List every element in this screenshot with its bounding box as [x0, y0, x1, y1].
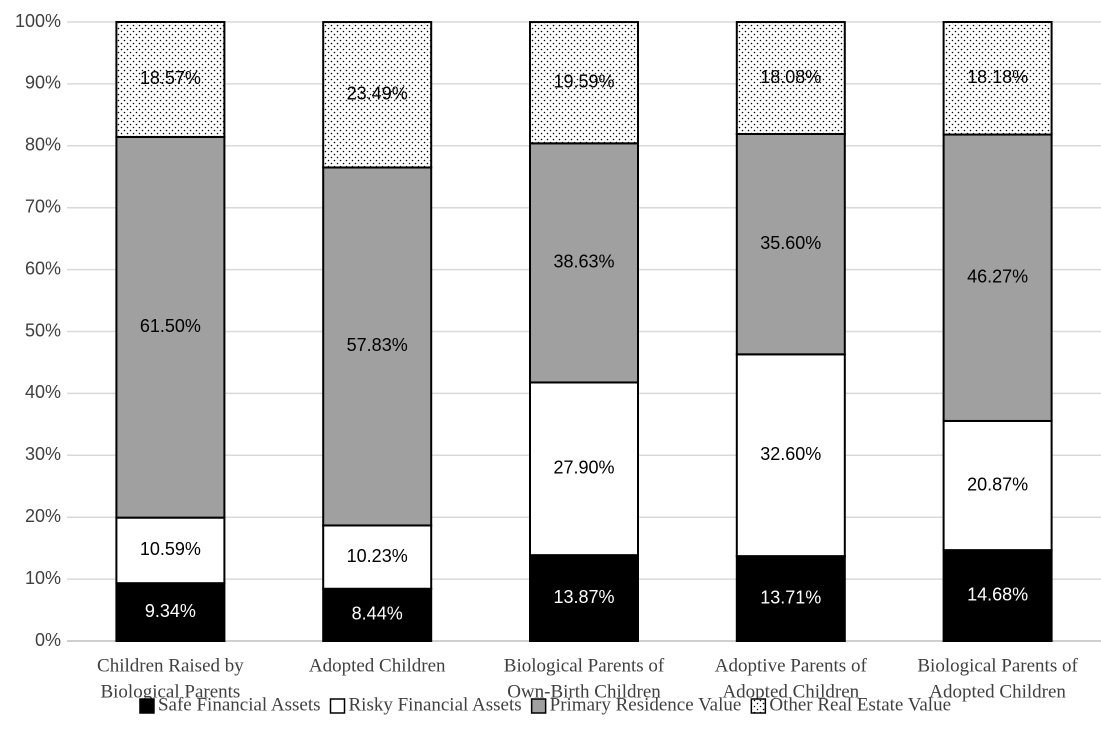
y-tick-label: 50%	[25, 320, 61, 340]
x-tick-label: Own-Birth Children	[507, 681, 661, 702]
data-label: 38.63%	[553, 252, 614, 272]
x-tick-label: Adoptive Parents of	[715, 655, 868, 676]
bar-segment	[529, 381, 639, 557]
bar-segment	[942, 21, 1053, 136]
data-label: 10.59%	[140, 539, 201, 559]
bar-segment	[735, 555, 846, 642]
legend-label: Risky Financial Assets	[349, 694, 522, 715]
bar-segment	[735, 353, 846, 558]
y-tick-label: 30%	[25, 444, 61, 464]
bar-segment	[115, 516, 226, 585]
x-tick-label: Biological Parents of	[504, 655, 665, 676]
bar-segment	[942, 419, 1053, 552]
bar-segment	[942, 133, 1053, 422]
data-label: 61.50%	[140, 316, 201, 336]
data-label: 20.87%	[967, 474, 1028, 494]
data-label: 9.34%	[145, 601, 196, 621]
bar-segment	[322, 524, 433, 590]
y-tick-label: 20%	[25, 506, 61, 526]
data-label: 18.18%	[967, 67, 1028, 87]
bar-segment	[322, 166, 433, 527]
bar-segment	[322, 587, 433, 643]
bar-segment	[322, 21, 433, 169]
bar-segment	[529, 554, 639, 643]
y-tick-label: 100%	[15, 11, 61, 31]
data-label: 23.49%	[347, 84, 408, 104]
data-label: 10.23%	[347, 546, 408, 566]
legend-label: Primary Residence Value	[550, 694, 742, 715]
y-tick-label: 40%	[25, 382, 61, 402]
data-label: 13.87%	[553, 587, 614, 607]
data-label: 8.44%	[352, 604, 403, 624]
data-label: 18.08%	[760, 67, 821, 87]
bar-segment	[529, 21, 639, 145]
data-label: 46.27%	[967, 266, 1028, 286]
y-tick-label: 90%	[25, 73, 61, 93]
y-tick-label: 60%	[25, 258, 61, 278]
x-tick-label: Biological Parents	[100, 681, 240, 702]
bar-segment	[735, 21, 846, 135]
data-label: 57.83%	[347, 335, 408, 355]
bar-segment	[115, 21, 226, 138]
bar-segment	[529, 142, 639, 384]
y-tick-label: 80%	[25, 135, 61, 155]
data-label: 32.60%	[760, 444, 821, 464]
x-tick-label: Adopted Children	[722, 681, 859, 702]
legend-label: Other Real Estate Value	[769, 694, 951, 715]
y-tick-label: 70%	[25, 196, 61, 216]
data-label: 13.71%	[760, 587, 821, 607]
data-label: 19.59%	[553, 71, 614, 91]
data-label: 35.60%	[760, 233, 821, 253]
x-tick-label: Adopted Children	[929, 681, 1066, 702]
bar-segment	[735, 132, 846, 356]
bar-segment	[942, 549, 1053, 642]
data-label: 18.57%	[140, 68, 201, 88]
x-tick-label: Children Raised by	[97, 655, 244, 676]
legend-swatch	[329, 698, 346, 714]
data-label: 27.90%	[553, 458, 614, 478]
y-tick-label: 0%	[35, 630, 61, 650]
x-tick-label: Biological Parents of	[917, 655, 1078, 676]
legend-swatch	[139, 698, 155, 714]
legend-label: Safe Financial Assets	[158, 694, 321, 715]
x-tick-label: Adopted Children	[309, 655, 446, 676]
legend-swatch	[530, 698, 547, 714]
legend-swatch	[750, 698, 767, 714]
y-tick-label: 10%	[25, 568, 61, 588]
data-label: 14.68%	[967, 584, 1028, 604]
bar-segment	[115, 135, 226, 519]
